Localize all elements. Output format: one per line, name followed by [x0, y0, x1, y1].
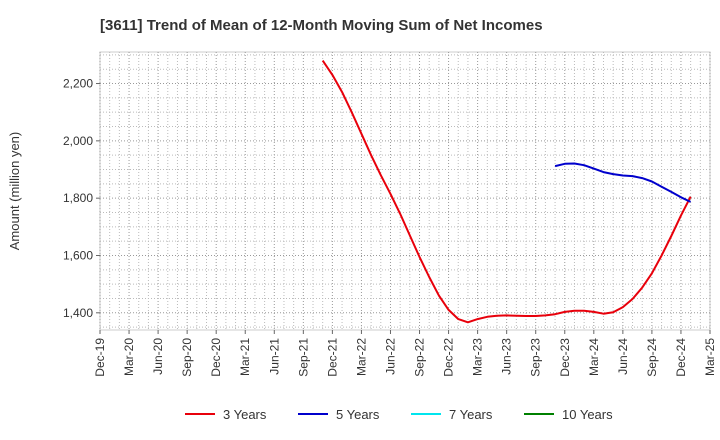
- legend-label-5-years: 5 Years: [336, 407, 380, 422]
- x-tick-label: Dec-22: [442, 338, 456, 377]
- legend-label-3-years: 3 Years: [223, 407, 267, 422]
- x-tick-label: Sep-20: [180, 338, 194, 377]
- series-line-3-years: [321, 60, 692, 324]
- x-tick-label: Mar-22: [354, 338, 368, 376]
- y-axis-label: Amount (million yen): [7, 132, 22, 251]
- x-tick-label: Dec-21: [325, 338, 339, 377]
- plot-area: [99, 51, 711, 331]
- x-tick-label: Dec-20: [209, 338, 223, 377]
- legend: 3 Years 5 Years 7 Years 10 Years: [185, 407, 613, 422]
- y-tick-label: 2,200: [63, 77, 93, 91]
- x-tick-label: Jun-24: [616, 338, 630, 375]
- y-tick-label: 1,600: [63, 248, 93, 262]
- x-tick-label: Sep-22: [413, 338, 427, 377]
- legend-label-7-years: 7 Years: [449, 407, 493, 422]
- x-tick-label: Mar-24: [587, 338, 601, 376]
- x-tick-label: Jun-20: [151, 338, 165, 375]
- x-tick-label: Dec-23: [558, 338, 572, 377]
- x-tick-label: Mar-25: [703, 338, 717, 376]
- x-tick-label: Jun-21: [267, 338, 281, 375]
- x-tick-label: Sep-23: [529, 338, 543, 377]
- x-tick-label: Sep-24: [645, 338, 659, 377]
- x-tick-label: Mar-21: [238, 338, 252, 376]
- x-tick-label: Mar-20: [122, 338, 136, 376]
- x-tick-label: Dec-19: [93, 338, 107, 377]
- grid: [99, 52, 711, 330]
- series-line-5-years: [554, 162, 692, 203]
- x-tick-label: Mar-23: [471, 338, 485, 376]
- x-tick-label: Dec-24: [674, 338, 688, 377]
- chart-title: [3611] Trend of Mean of 12-Month Moving …: [100, 17, 543, 34]
- x-tick-label: Jun-22: [383, 338, 397, 375]
- y-tick-label: 1,800: [63, 191, 93, 205]
- x-axis-ticks: Dec-19 Mar-20 Jun-20 Sep-20 Dec-20 Mar-21 Jun-…: [93, 330, 717, 377]
- y-tick-label: 1,400: [63, 306, 93, 320]
- series-lines: [321, 60, 692, 324]
- y-tick-label: 2,000: [63, 134, 93, 148]
- legend-label-10-years: 10 Years: [562, 407, 613, 422]
- x-tick-label: Jun-23: [500, 338, 514, 375]
- y-axis-ticks: 1,400 1,600 1,800 2,000 2,200: [63, 77, 100, 320]
- x-tick-label: Sep-21: [296, 338, 310, 377]
